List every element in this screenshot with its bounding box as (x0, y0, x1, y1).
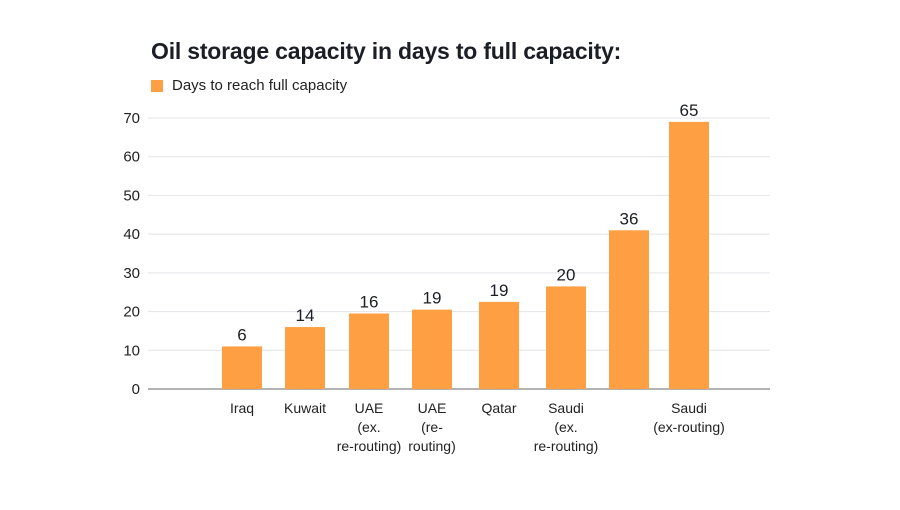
y-tick-label: 50 (123, 187, 140, 204)
y-tick-label: 20 (123, 304, 140, 321)
legend: Days to reach full capacity (151, 77, 347, 94)
data-label: 6 (237, 325, 246, 344)
x-tick-label: Kuwait (284, 400, 326, 416)
bar (285, 327, 325, 389)
y-tick-label: 10 (123, 342, 140, 359)
y-tick-label: 60 (123, 149, 140, 166)
x-tick-label: (ex-routing) (653, 419, 725, 435)
x-tick-label: Saudi (548, 400, 584, 416)
data-label: 36 (620, 209, 639, 228)
y-tick-label: 70 (123, 110, 140, 127)
bar (669, 121, 709, 389)
x-tick-label: (ex. (357, 419, 380, 435)
x-tick-label: re-routing) (337, 438, 402, 454)
bar (222, 346, 262, 389)
x-tick-label: UAE (355, 400, 384, 416)
y-tick-label: 0 (132, 381, 140, 398)
data-label: 65 (680, 101, 699, 120)
y-tick-label: 30 (123, 265, 140, 282)
x-tick-label: (ex. (554, 419, 577, 435)
x-tick-label: Iraq (230, 400, 254, 416)
x-tick-label: re-routing) (534, 438, 599, 454)
bar (349, 313, 389, 389)
x-tick-label: Saudi (671, 400, 707, 416)
data-label: 19 (423, 289, 442, 308)
bar (609, 230, 649, 389)
legend-label: Days to reach full capacity (172, 77, 348, 94)
bar (412, 309, 452, 389)
data-label: 20 (557, 265, 576, 284)
y-tick-label: 40 (123, 226, 140, 243)
bar (546, 286, 586, 389)
data-label: 16 (360, 293, 379, 312)
bar (479, 301, 519, 389)
data-label: 14 (296, 306, 315, 325)
legend-swatch (151, 79, 163, 92)
x-tick-label: Qatar (481, 400, 516, 416)
x-tick-label: (re- (421, 419, 443, 435)
chart-title: Oil storage capacity in days to full cap… (151, 38, 622, 64)
x-tick-label: UAE (418, 400, 447, 416)
data-label: 19 (490, 281, 509, 300)
x-tick-label: routing) (408, 438, 455, 454)
